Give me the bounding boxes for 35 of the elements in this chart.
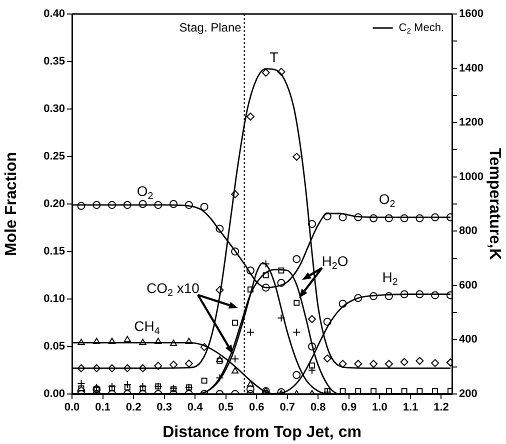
- y-tick-label: 0.30: [44, 103, 65, 116]
- y2-tick-label: 1600: [459, 8, 484, 20]
- y2-tick-label: 1000: [459, 170, 484, 183]
- y2-axis-title: Temperature,K: [486, 148, 503, 260]
- y-tick-label: 0.20: [44, 198, 65, 210]
- x-tick-label: 0.1: [95, 402, 110, 414]
- x-tick-label: 0.8: [310, 402, 326, 414]
- x-axis-title: Distance from Top Jet, cm: [162, 424, 362, 441]
- x-tick-label: 0.6: [248, 402, 264, 414]
- x-tick-label: 0.2: [126, 402, 142, 414]
- y2-tick-label: 400: [459, 334, 478, 346]
- x-tick-label: 1.2: [434, 402, 449, 414]
- x-tick-label: 0.4: [187, 402, 204, 414]
- y2-tick-label: 600: [459, 279, 478, 292]
- y2-tick-label: 1400: [459, 62, 484, 74]
- x-tick-label: 0.7: [280, 402, 296, 414]
- annotation: T: [270, 48, 279, 65]
- x-tick-label: 1.0: [372, 402, 388, 414]
- x-tick-label: 1.1: [402, 402, 418, 414]
- x-tick-label: 0.0: [64, 402, 80, 414]
- y-tick-label: 0.40: [44, 8, 65, 20]
- y-tick-label: 0.15: [44, 246, 65, 258]
- y-tick-label: 0.00: [44, 388, 65, 400]
- ref-line-label: Stag. Plane: [179, 20, 242, 34]
- x-tick-label: 0.9: [341, 402, 357, 414]
- y-tick-label: 0.25: [44, 150, 65, 163]
- y2-tick-label: 200: [459, 388, 478, 400]
- y-tick-label: 0.35: [44, 56, 65, 68]
- y-tick-label: 0.10: [44, 293, 65, 306]
- y2-tick-label: 1200: [459, 116, 484, 129]
- x-tick-label: 0.3: [156, 402, 172, 414]
- y2-tick-label: 800: [459, 225, 478, 238]
- x-tick-label: 0.5: [218, 402, 234, 414]
- y-axis-title: Mole Fraction: [3, 152, 20, 256]
- y-tick-label: 0.05: [44, 340, 65, 353]
